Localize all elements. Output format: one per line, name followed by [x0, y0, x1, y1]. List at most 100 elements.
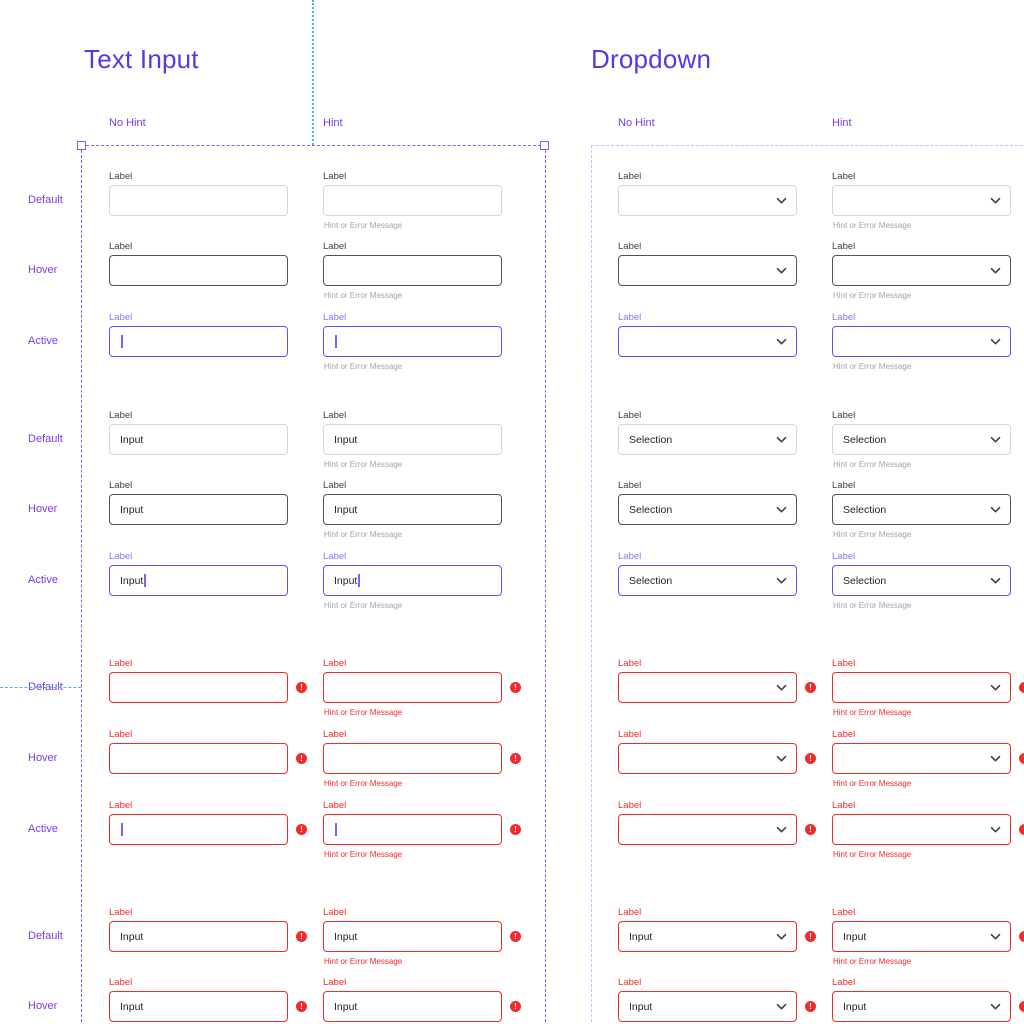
error-icon: ! [296, 824, 307, 835]
field-hint: Hint or Error Message [324, 601, 403, 610]
text-input-box[interactable] [109, 326, 288, 357]
chevron-down-icon [990, 267, 1001, 274]
field-label: Label [323, 907, 347, 918]
selection-handle-top-right[interactable] [540, 141, 549, 150]
text-input-cell: Label [109, 171, 329, 233]
row-state-label: Hover [28, 503, 58, 515]
error-icon: ! [296, 931, 307, 942]
field-label: Label [109, 480, 133, 491]
dropdown-box[interactable] [618, 185, 797, 216]
field-value: Selection [843, 433, 887, 446]
text-input-box[interactable]: Input [323, 424, 502, 455]
field-label: Label [618, 729, 642, 740]
field-hint: Hint or Error Message [324, 850, 403, 859]
dropdown-box[interactable] [832, 185, 1011, 216]
dropdown-box[interactable]: Selection [618, 565, 797, 596]
text-input-cell: Label! Hint or Error Message [323, 800, 543, 862]
selection-handle-top-left[interactable] [77, 141, 86, 150]
text-input-cell: Label! Hint or Error Message [323, 729, 543, 791]
text-input-box[interactable] [109, 814, 288, 845]
field-hint: Hint or Error Message [833, 460, 912, 469]
text-input-box[interactable] [323, 255, 502, 286]
text-input-box[interactable] [323, 185, 502, 216]
text-input-box[interactable] [323, 814, 502, 845]
text-input-box[interactable] [323, 672, 502, 703]
dropdown-cell: Label Selection [618, 410, 838, 472]
dropdown-box[interactable]: Selection [618, 494, 797, 525]
dropdown-box[interactable] [832, 743, 1011, 774]
error-icon: ! [510, 753, 521, 764]
chevron-down-icon [990, 826, 1001, 833]
field-value: Input [120, 503, 144, 516]
row-state-label: Hover [28, 264, 58, 276]
field-label: Label [618, 551, 642, 562]
dropdown-cell: Label Selection [618, 551, 838, 613]
horizontal-guide[interactable] [0, 687, 81, 688]
text-input-box[interactable] [323, 326, 502, 357]
dropdown-box[interactable] [618, 814, 797, 845]
dropdown-box[interactable]: Input [618, 991, 797, 1022]
field-label: Label [618, 171, 642, 182]
dropdown-box[interactable] [832, 255, 1011, 286]
text-cursor [335, 335, 337, 348]
field-label: Label [323, 551, 347, 562]
dropdown-box[interactable]: Selection [618, 424, 797, 455]
chevron-down-icon [990, 755, 1001, 762]
text-input-box[interactable]: Input [323, 494, 502, 525]
text-input-cell: Label Input Hint or Error Message [323, 410, 543, 472]
dropdown-cell: Label Selection Hint or Error Message [832, 480, 1024, 542]
dropdown-box[interactable] [832, 814, 1011, 845]
field-value: Input [120, 574, 144, 587]
dropdown-box[interactable] [618, 326, 797, 357]
dropdown-box[interactable]: Input [832, 921, 1011, 952]
field-label: Label [323, 171, 347, 182]
dropdown-box[interactable] [832, 326, 1011, 357]
text-input-box[interactable]: Input [109, 565, 288, 596]
chevron-down-icon [776, 933, 787, 940]
field-value: Input [334, 1000, 358, 1013]
column-header-hint: Hint [323, 117, 343, 129]
text-input-box[interactable]: Input [323, 991, 502, 1022]
text-cursor [335, 823, 337, 836]
dropdown-box[interactable]: Input [832, 991, 1011, 1022]
chevron-down-icon [990, 1003, 1001, 1010]
field-label: Label [832, 312, 856, 323]
vertical-guide[interactable] [312, 0, 314, 145]
text-input-box[interactable] [109, 255, 288, 286]
error-icon: ! [1019, 931, 1024, 942]
text-input-box[interactable] [323, 743, 502, 774]
row-state-label: Default [28, 930, 63, 942]
dropdown-box[interactable] [618, 255, 797, 286]
dropdown-box[interactable]: Selection [832, 424, 1011, 455]
field-label: Label [832, 729, 856, 740]
text-input-box[interactable]: Input [109, 494, 288, 525]
text-input-box[interactable]: Input [109, 424, 288, 455]
text-input-box[interactable] [109, 185, 288, 216]
field-label: Label [618, 658, 642, 669]
dropdown-box[interactable] [832, 672, 1011, 703]
text-cursor [144, 574, 146, 587]
dropdown-box[interactable] [618, 743, 797, 774]
text-input-cell: Label Input! [109, 977, 329, 1024]
field-label: Label [323, 410, 347, 421]
field-label: Label [109, 729, 133, 740]
field-label: Label [832, 800, 856, 811]
error-icon: ! [805, 753, 816, 764]
page-title-dropdown: Dropdown [591, 44, 712, 74]
text-input-cell: Label Hint or Error Message [323, 241, 543, 303]
field-hint: Hint or Error Message [833, 291, 912, 300]
text-input-box[interactable] [109, 743, 288, 774]
dropdown-box[interactable]: Selection [832, 565, 1011, 596]
field-label: Label [109, 410, 133, 421]
text-input-box[interactable]: Input [323, 921, 502, 952]
field-label: Label [618, 241, 642, 252]
text-cursor [358, 574, 360, 587]
text-input-box[interactable]: Input [109, 991, 288, 1022]
dropdown-box[interactable]: Selection [832, 494, 1011, 525]
text-input-box[interactable]: Input [323, 565, 502, 596]
text-input-box[interactable] [109, 672, 288, 703]
dropdown-box[interactable]: Input [618, 921, 797, 952]
dropdown-cell: Label! [618, 729, 838, 791]
dropdown-box[interactable] [618, 672, 797, 703]
text-input-box[interactable]: Input [109, 921, 288, 952]
